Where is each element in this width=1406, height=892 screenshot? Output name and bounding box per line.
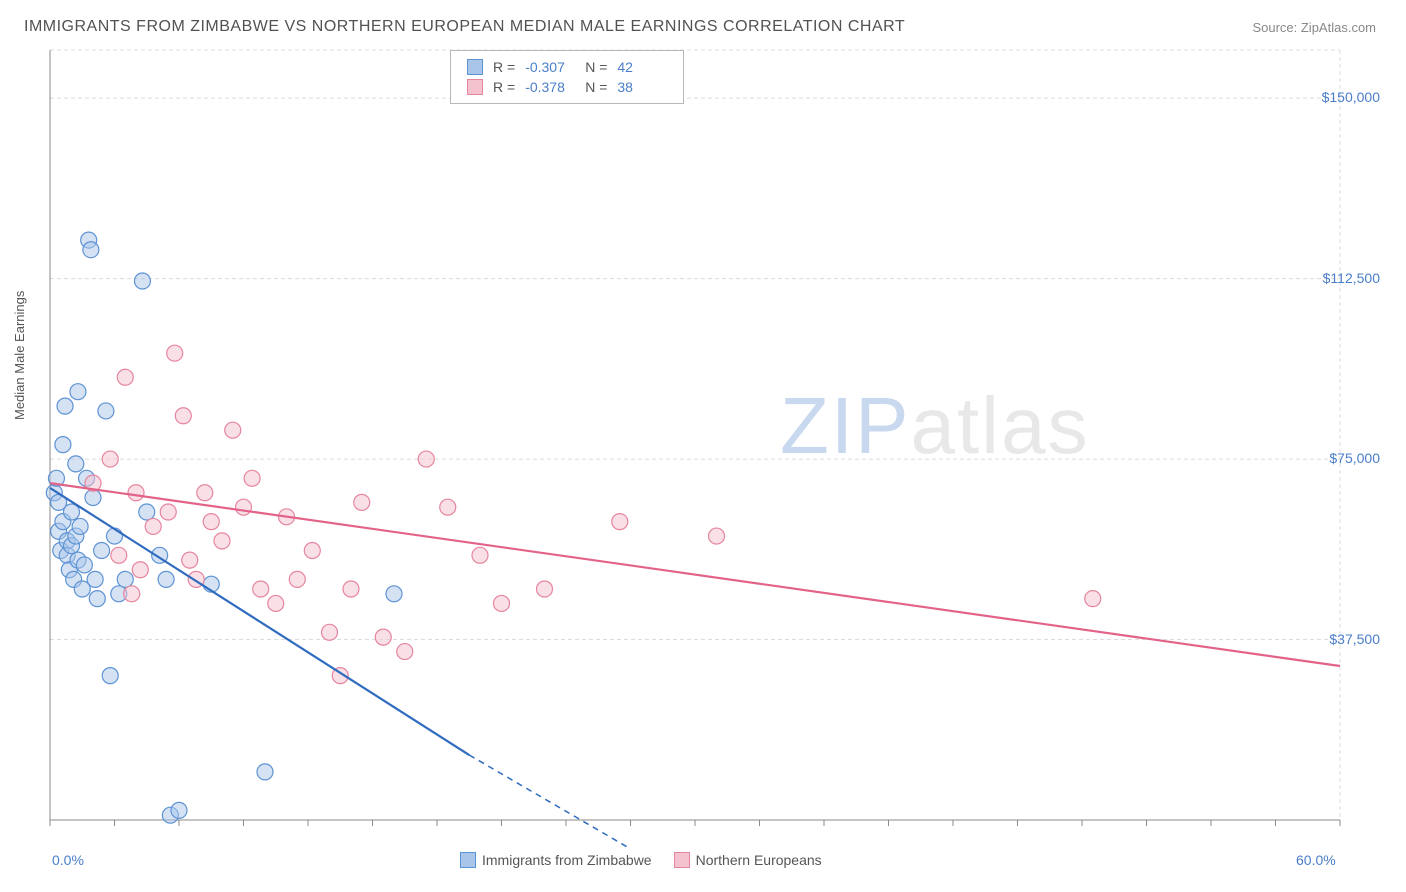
stats-row-zimbabwe: R = -0.307 N = 42 [467, 57, 667, 77]
legend-swatch-northern-european [674, 852, 690, 868]
x-tick-60: 60.0% [1296, 852, 1336, 868]
stats-row-northern-european: R = -0.378 N = 38 [467, 77, 667, 97]
y-tick-37500: $37,500 [1329, 631, 1380, 647]
n-label: N = [585, 59, 607, 75]
y-tick-75000: $75,000 [1329, 450, 1380, 466]
y-tick-150000: $150,000 [1322, 89, 1380, 105]
correlation-chart [0, 0, 1406, 892]
legend-item-northern-european: Northern Europeans [674, 852, 822, 868]
r-value-zimbabwe: -0.307 [525, 59, 575, 75]
swatch-zimbabwe [467, 59, 483, 75]
legend-item-zimbabwe: Immigrants from Zimbabwe [460, 852, 652, 868]
legend-swatch-zimbabwe [460, 852, 476, 868]
y-tick-112500: $112,500 [1323, 270, 1380, 286]
n-label: N = [585, 79, 607, 95]
n-value-zimbabwe: 42 [617, 59, 667, 75]
bottom-legend: Immigrants from Zimbabwe Northern Europe… [460, 852, 822, 868]
n-value-northern-european: 38 [617, 79, 667, 95]
legend-label-northern-european: Northern Europeans [696, 852, 822, 868]
r-value-northern-european: -0.378 [525, 79, 575, 95]
swatch-northern-european [467, 79, 483, 95]
legend-label-zimbabwe: Immigrants from Zimbabwe [482, 852, 652, 868]
r-label: R = [493, 59, 515, 75]
x-tick-0: 0.0% [52, 852, 84, 868]
stats-legend-box: R = -0.307 N = 42 R = -0.378 N = 38 [450, 50, 684, 104]
r-label: R = [493, 79, 515, 95]
